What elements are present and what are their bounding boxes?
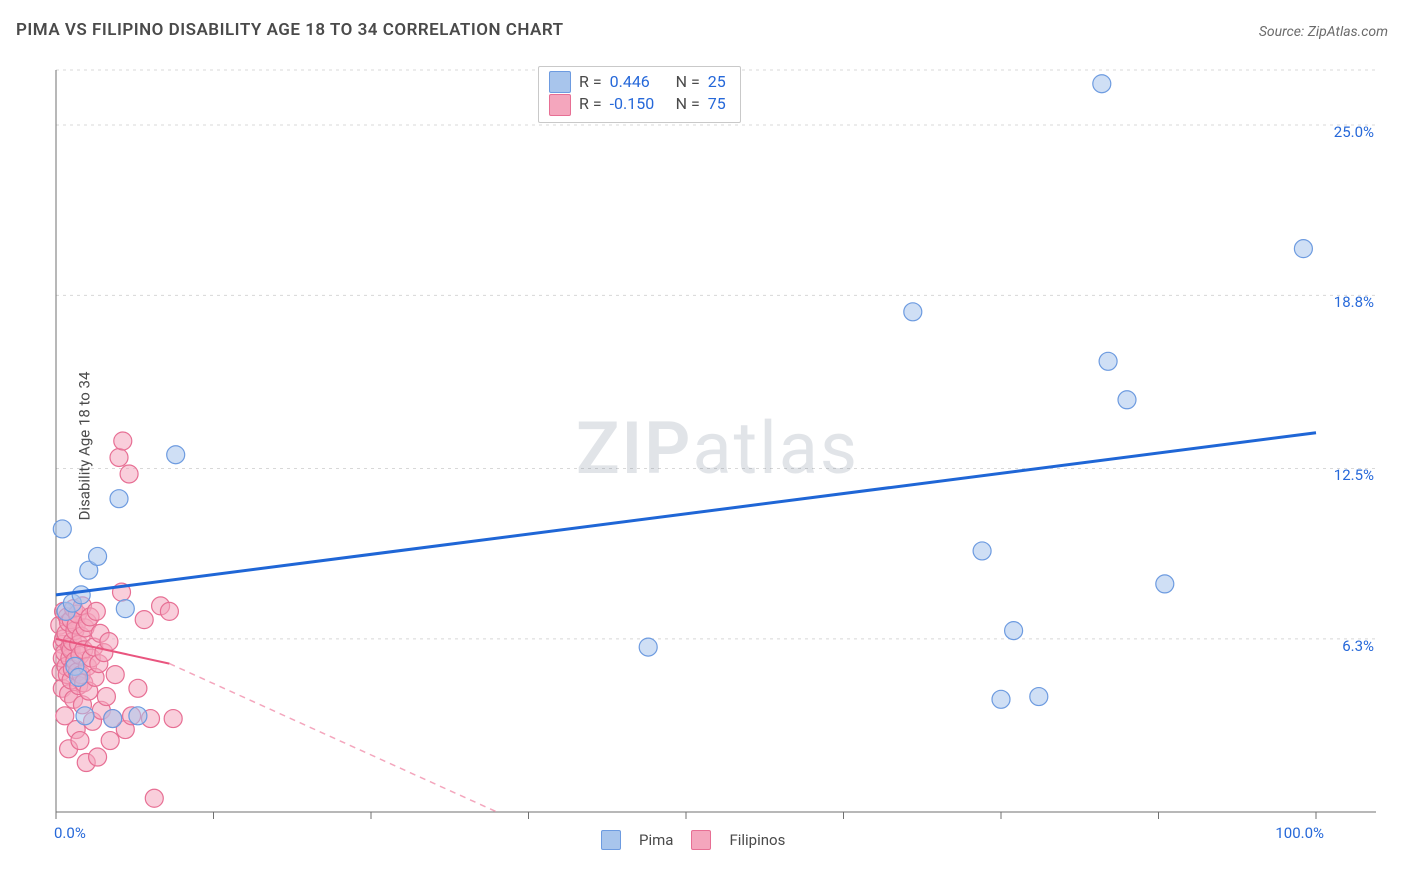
series-legend: Pima Filipinos — [601, 830, 785, 850]
y-tick-label: 6.3% — [1320, 637, 1374, 655]
legend-swatch — [549, 94, 571, 116]
data-point — [164, 710, 182, 728]
data-point — [904, 303, 922, 321]
legend-row: R = 0.446 N = 25 — [549, 71, 726, 93]
source-attribution: Source: ZipAtlas.com — [1259, 24, 1388, 40]
plot-svg — [46, 56, 1376, 848]
data-point — [72, 586, 90, 604]
data-point — [110, 490, 128, 508]
trend-line-pima — [56, 433, 1316, 595]
data-point — [114, 432, 132, 450]
data-point — [129, 679, 147, 697]
data-point — [104, 710, 122, 728]
data-point — [120, 465, 138, 483]
data-point — [145, 789, 163, 807]
data-point — [100, 633, 118, 651]
legend-r-label: R = — [579, 93, 602, 115]
x-tick-label: 0.0% — [54, 824, 86, 842]
y-tick-label: 12.5% — [1320, 466, 1374, 484]
data-point — [106, 666, 124, 684]
data-point — [1294, 240, 1312, 258]
data-point — [101, 732, 119, 750]
data-point — [1030, 688, 1048, 706]
data-point — [135, 611, 153, 629]
y-tick-label: 18.8% — [1320, 293, 1374, 311]
data-point — [53, 520, 71, 538]
legend-n-label: N = — [676, 71, 700, 93]
data-point — [97, 688, 115, 706]
data-point — [167, 446, 185, 464]
legend-n-value: 25 — [708, 71, 726, 93]
legend-series-label: Filipinos — [729, 831, 785, 849]
legend-series-label: Pima — [639, 831, 673, 849]
y-tick-label: 25.0% — [1320, 123, 1374, 141]
legend-swatch — [549, 71, 571, 93]
correlation-legend: R = 0.446 N = 25 R = -0.150 N = 75 — [538, 66, 741, 123]
legend-r-value: -0.150 — [610, 93, 668, 115]
data-point — [89, 547, 107, 565]
data-point — [1099, 352, 1117, 370]
legend-swatch — [691, 830, 711, 850]
legend-row: R = -0.150 N = 75 — [549, 93, 726, 115]
legend-r-value: 0.446 — [610, 71, 668, 93]
legend-n-label: N = — [676, 93, 700, 115]
data-point — [992, 690, 1010, 708]
data-point — [1118, 391, 1136, 409]
chart-title: PIMA VS FILIPINO DISABILITY AGE 18 TO 34… — [16, 20, 564, 40]
data-point — [129, 707, 147, 725]
scatter-plot-area: ZIPatlas R =0.446N =25R =-0.150N =75 Pim… — [46, 56, 1376, 848]
legend-r-label: R = — [579, 71, 602, 93]
data-point — [973, 542, 991, 560]
legend-swatch — [601, 830, 621, 850]
data-point — [89, 748, 107, 766]
legend-n-value: 75 — [708, 93, 726, 115]
data-point — [87, 602, 105, 620]
data-point — [71, 732, 89, 750]
data-point — [76, 707, 94, 725]
trend-extrapolation-filipinos — [169, 664, 497, 812]
data-point — [70, 668, 88, 686]
data-point — [110, 448, 128, 466]
x-tick-label: 100.0% — [1264, 824, 1324, 842]
data-point — [160, 602, 178, 620]
data-point — [1093, 75, 1111, 93]
data-point — [1005, 622, 1023, 640]
data-point — [1156, 575, 1174, 593]
data-point — [639, 638, 657, 656]
data-point — [116, 600, 134, 618]
